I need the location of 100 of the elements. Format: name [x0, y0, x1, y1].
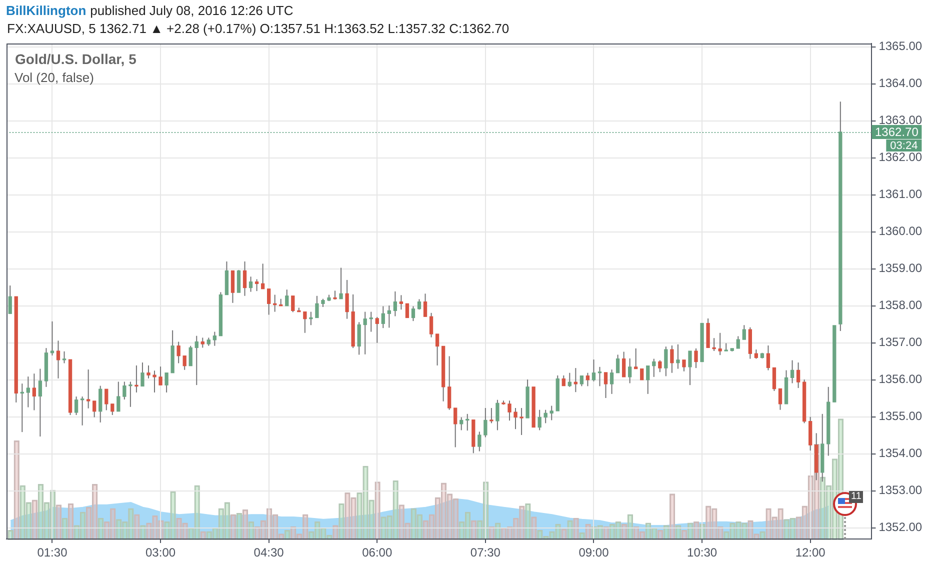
candlestick [230, 270, 235, 304]
y-tick-label: 1357.00 [878, 335, 922, 350]
candlestick [610, 369, 614, 394]
ref-line-label: 1362.70 [875, 124, 919, 139]
candlestick [285, 289, 289, 306]
candlestick [742, 324, 746, 340]
text: published July 08, 2016 12:26 UTC [90, 3, 294, 18]
candlestick [670, 344, 674, 374]
candlestick [8, 285, 12, 314]
chart-subtitle: FX:XAUUSD, 5 1362.71 ▲ +2.28 (+0.17%) O:1357.51 H:1363.52 L:1357.32 C:1362.70 [7, 21, 510, 36]
y-tick-label: 1363.00 [878, 113, 922, 128]
candlestick [26, 376, 30, 408]
candlestick [796, 362, 800, 389]
candlestick [303, 311, 307, 334]
candlestick [242, 260, 247, 296]
candlestick [188, 345, 192, 366]
candlestick [104, 388, 108, 411]
candlestick [375, 316, 379, 344]
candlestick [634, 348, 638, 370]
candlestick [736, 336, 740, 349]
candlestick [200, 337, 204, 348]
candlestick [339, 267, 343, 300]
y-tick-label: 1365.00 [878, 39, 922, 54]
y-tick-label: 1358.00 [878, 298, 922, 312]
candlestick [291, 295, 295, 313]
candlestick [50, 320, 54, 356]
text: 03:24 [890, 140, 918, 152]
candlestick [622, 351, 626, 378]
candlestick [405, 303, 410, 318]
candlestick [435, 333, 440, 366]
candlestick [429, 312, 434, 338]
candlestick [754, 349, 758, 360]
candlestick [98, 385, 102, 423]
candlestick [56, 340, 60, 379]
chart-title: Vol (20, false) [14, 70, 94, 84]
y-tick-label: 1362.00 [878, 150, 922, 164]
candlestick [363, 311, 367, 355]
text: BillKillington [6, 3, 86, 18]
candlestick [616, 354, 620, 374]
candlestick [586, 372, 590, 387]
candlestick [448, 356, 452, 410]
candlestick [694, 348, 698, 369]
y-tick-label: 1353.00 [878, 483, 922, 498]
y-tick-label: 1354.00 [878, 446, 922, 460]
candlestick [236, 269, 241, 294]
candlestick [411, 306, 416, 322]
candlestick [496, 399, 500, 431]
candlestick [254, 278, 259, 292]
candlestick [580, 375, 584, 387]
y-tick-label: 1360.00 [878, 224, 922, 238]
candlestick [182, 355, 186, 370]
x-tick-label: 06:00 [362, 546, 392, 560]
candlestick [454, 408, 458, 448]
candlestick [176, 341, 180, 364]
candlestick [423, 293, 428, 318]
candlestick [92, 400, 96, 418]
candlestick [38, 368, 42, 437]
candlestick [550, 405, 554, 421]
candlestick [134, 364, 138, 393]
y-tick-label: 1352.00 [878, 520, 922, 534]
y-tick-label: 1359.00 [878, 261, 922, 276]
candlestick [260, 263, 265, 290]
candlestick [248, 276, 253, 292]
candlestick [664, 346, 668, 377]
candlestick [766, 344, 770, 371]
candlestick [520, 408, 524, 436]
candlestick [267, 288, 271, 316]
candlestick [387, 304, 391, 328]
x-tick-label: 09:00 [578, 546, 610, 560]
candlestick [86, 369, 90, 409]
candlestick [628, 358, 632, 384]
candlestick [688, 350, 692, 386]
candlestick [712, 338, 716, 352]
x-tick-label: 04:30 [254, 546, 284, 560]
candlestick [194, 335, 198, 386]
candlestick [604, 372, 608, 399]
candlestick [646, 365, 650, 394]
candlestick [682, 359, 686, 372]
y-tick-label: 1356.00 [878, 372, 922, 386]
candlestick [128, 381, 132, 408]
candlestick [658, 360, 662, 373]
candlestick [508, 400, 512, 422]
x-tick-label: 12:00 [795, 546, 826, 560]
candlestick [309, 311, 313, 326]
candlestick [592, 359, 596, 382]
candlestick [315, 295, 319, 318]
candlestick [544, 409, 548, 424]
candlestick [158, 366, 162, 386]
candlestick [399, 294, 404, 310]
candlestick [562, 374, 566, 386]
candlestick [790, 360, 794, 384]
y-tick-label: 1355.00 [878, 409, 922, 424]
candlestick [478, 431, 482, 452]
candlestick [32, 373, 36, 411]
candlestick [146, 364, 150, 379]
x-tick-label: 01:30 [37, 546, 68, 560]
text: Gold/U.S. Dollar, 5 [15, 51, 136, 67]
x-tick-label: 03:00 [146, 546, 176, 560]
candlestick [110, 403, 114, 416]
candlestick [417, 298, 422, 310]
